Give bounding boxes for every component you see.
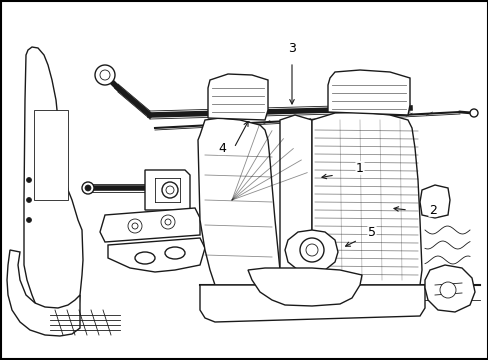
Polygon shape xyxy=(419,185,449,218)
Circle shape xyxy=(100,70,110,80)
Text: 3: 3 xyxy=(287,41,295,54)
Polygon shape xyxy=(285,230,337,272)
Polygon shape xyxy=(7,250,80,336)
Circle shape xyxy=(128,219,142,233)
Polygon shape xyxy=(198,118,280,285)
Circle shape xyxy=(26,177,31,183)
Text: 2: 2 xyxy=(428,203,436,216)
Circle shape xyxy=(165,186,174,194)
Circle shape xyxy=(132,223,138,229)
Circle shape xyxy=(299,238,324,262)
Ellipse shape xyxy=(135,252,155,264)
Polygon shape xyxy=(145,170,190,210)
Circle shape xyxy=(305,244,317,256)
Circle shape xyxy=(85,185,91,191)
Circle shape xyxy=(26,217,31,222)
Polygon shape xyxy=(280,115,311,285)
Polygon shape xyxy=(424,265,474,312)
Circle shape xyxy=(82,182,94,194)
Polygon shape xyxy=(200,285,424,322)
Circle shape xyxy=(439,282,455,298)
Polygon shape xyxy=(311,112,421,285)
Polygon shape xyxy=(327,70,409,115)
Polygon shape xyxy=(100,208,200,242)
Polygon shape xyxy=(207,74,267,120)
Circle shape xyxy=(95,65,115,85)
Circle shape xyxy=(469,109,477,117)
Text: 1: 1 xyxy=(355,162,363,175)
Polygon shape xyxy=(247,268,361,306)
Circle shape xyxy=(161,215,175,229)
Polygon shape xyxy=(108,238,204,272)
Circle shape xyxy=(162,182,178,198)
Polygon shape xyxy=(34,110,68,200)
Text: 5: 5 xyxy=(367,225,375,238)
Circle shape xyxy=(26,198,31,202)
Text: 4: 4 xyxy=(218,141,225,154)
Circle shape xyxy=(164,219,171,225)
Ellipse shape xyxy=(164,247,184,259)
Polygon shape xyxy=(24,47,83,332)
